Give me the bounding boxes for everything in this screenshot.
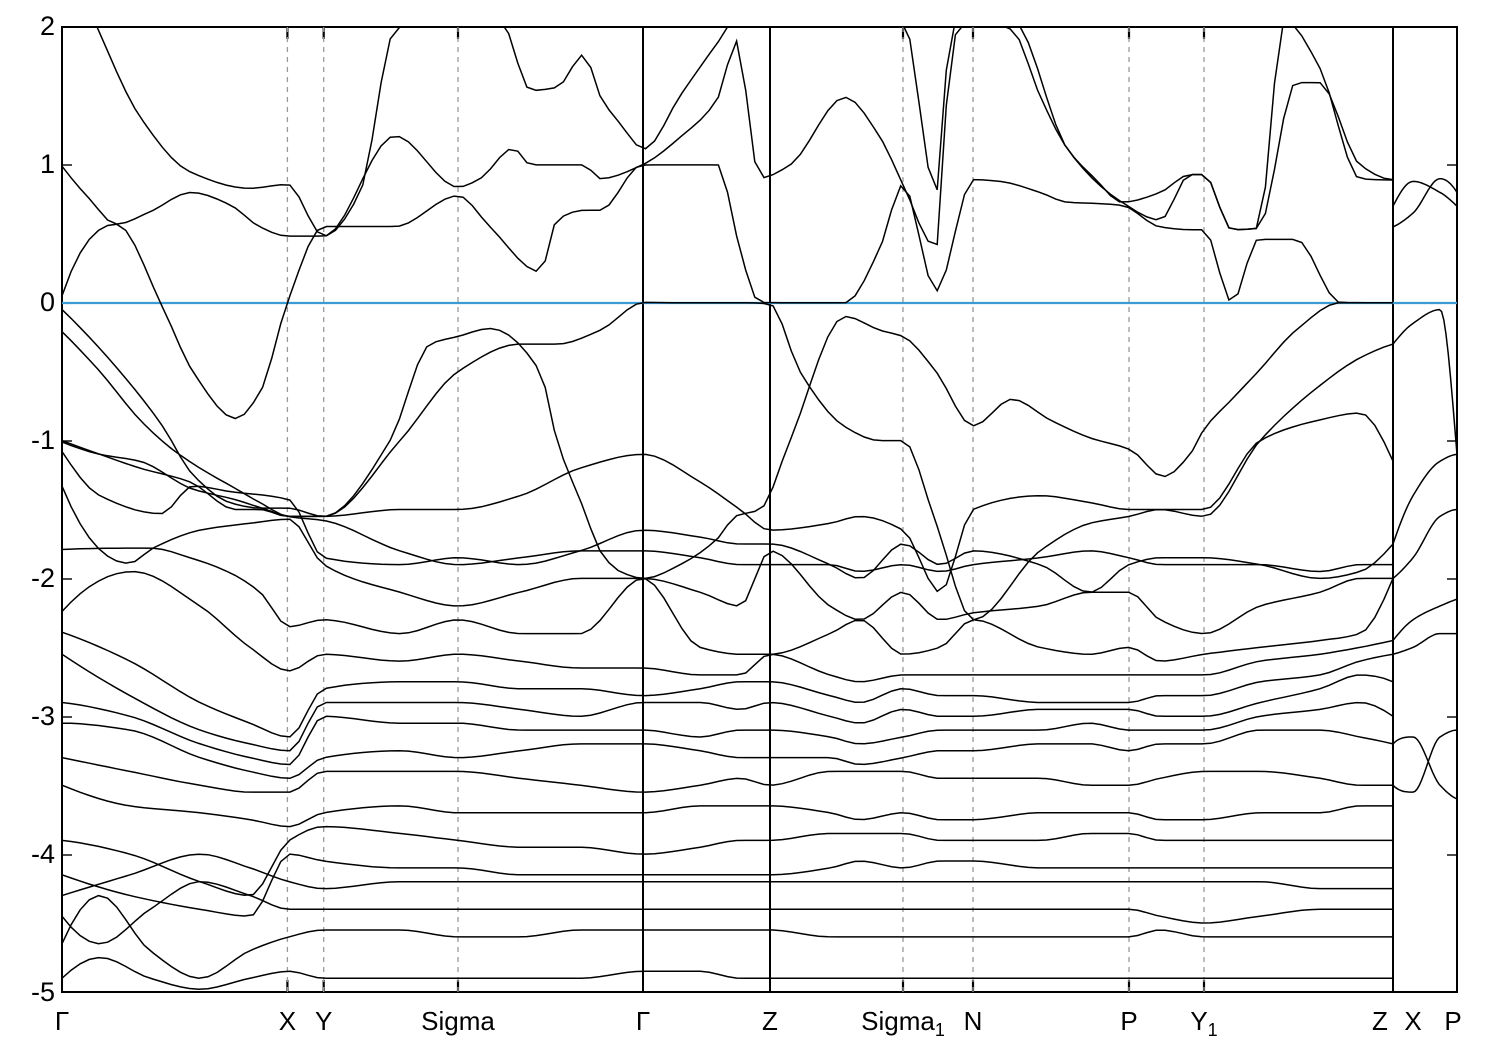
svg-text:Sigma1: Sigma1 — [861, 1006, 945, 1040]
svg-text:P: P — [1120, 1006, 1137, 1036]
svg-text:P: P — [1444, 1006, 1461, 1036]
svg-text:Γ: Γ — [636, 1006, 650, 1036]
svg-text:Z: Z — [1372, 1006, 1388, 1036]
svg-text:X: X — [1404, 1006, 1421, 1036]
svg-text:Y: Y — [315, 1006, 332, 1036]
svg-text:-2: -2 — [31, 563, 55, 593]
svg-text:Sigma: Sigma — [421, 1006, 495, 1036]
svg-text:2: 2 — [40, 11, 55, 41]
svg-text:X: X — [279, 1006, 296, 1036]
svg-text:Γ: Γ — [55, 1006, 69, 1036]
svg-text:1: 1 — [40, 149, 55, 179]
svg-text:0: 0 — [40, 287, 55, 317]
svg-text:N: N — [964, 1006, 983, 1036]
svg-text:-5: -5 — [31, 977, 55, 1007]
svg-text:-1: -1 — [31, 425, 55, 455]
svg-text:-3: -3 — [31, 701, 55, 731]
svg-text:Z: Z — [762, 1006, 778, 1036]
svg-text:-4: -4 — [31, 839, 55, 869]
